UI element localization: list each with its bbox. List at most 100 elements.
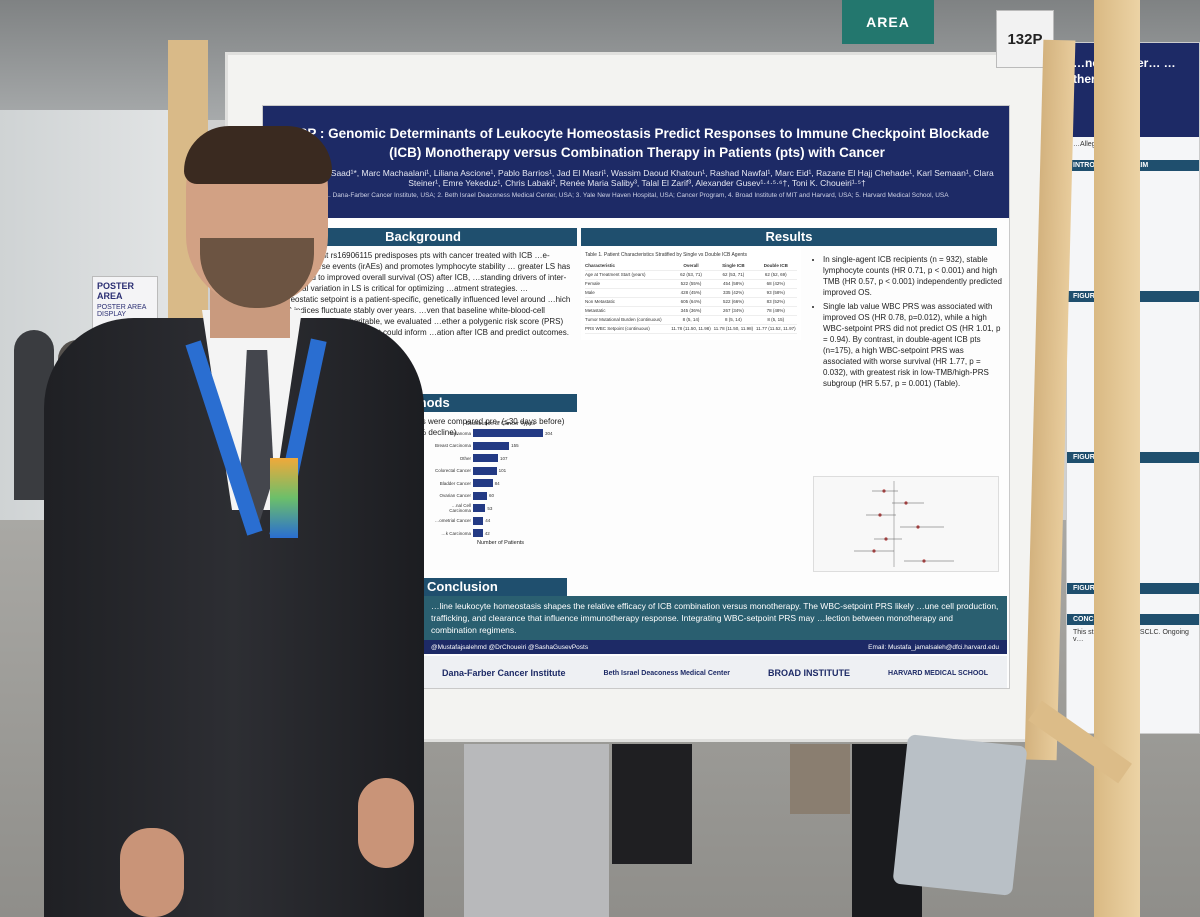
chart-value-label: 84 <box>494 480 500 486</box>
table-body: Age at Treatment Start (years) 62 (53, 71… <box>585 271 797 334</box>
table-cell: 8 (5, 14) <box>725 317 742 322</box>
table-cell: 8 (5, 14) <box>682 317 700 322</box>
contact-email: Email: Mustafa_jamalsaleh@dfci.harvard.e… <box>868 643 999 651</box>
table-header: Single ICB <box>722 263 745 268</box>
forest-plot-graphic <box>854 481 954 567</box>
table-cell: 454 (58%) <box>723 281 744 286</box>
presenter-hand <box>358 778 414 868</box>
chart-value-label: 42 <box>484 530 490 536</box>
table-cell: 522 (55%) <box>680 281 702 286</box>
chart-value-label: 53 <box>487 505 493 511</box>
chart-category-label: Melanoma <box>449 430 471 436</box>
table-row: Metastatic 345 (36%) 267 (34%) 78 (48%) <box>585 307 797 316</box>
chart-xlabel: Number of Patients <box>476 539 525 546</box>
table-row: PRS WBC Setpoint (continuous) 11.78 (11.5… <box>585 325 797 334</box>
table-cell: 11.78 (11.50, 11.98) <box>713 326 754 331</box>
background-heading: Background <box>269 228 577 246</box>
poster-affiliations: 1. Dana-Farber Cancer Institute, USA; 2.… <box>325 192 949 199</box>
presenter <box>40 126 430 917</box>
table-cell: 11.77 (11.52, 11.97) <box>756 326 796 331</box>
table-cell: Female <box>585 281 601 286</box>
chart-bar-row: Breast Carcinoma 155 <box>433 440 568 453</box>
chart-bar-row: Bladder Cancer 84 <box>433 477 568 490</box>
table-cell: 83 (52%) <box>766 299 785 304</box>
harvard-logo: HARVARD MEDICAL SCHOOL <box>888 669 988 677</box>
chart-category-label: Bladder Cancer <box>439 480 471 486</box>
contact-bar: @Mustafajsalehmd @DrChoueiri @SashaGusev… <box>423 640 1007 654</box>
table-cell: 93 (58%) <box>766 290 785 295</box>
table-cell: Tumor Mutational Burden (continuous) <box>585 317 662 322</box>
chart-bars: Melanoma 304 Breast Carcinoma 155 Other 107 Co… <box>433 427 568 540</box>
table-row: Male 428 (45%) 335 (42%) 93 (58%) <box>585 289 797 298</box>
chart-bar-row: …k Carcinoma 42 <box>433 527 568 540</box>
grey-bag <box>892 734 1028 896</box>
results-bullet: Single lab value WBC PRS was associated … <box>823 301 1003 389</box>
table-cell: 8 (5, 15) <box>767 317 785 322</box>
background-text: …ic IL7 variant rs16906115 predisposes p… <box>275 251 571 337</box>
chart-bar <box>473 479 493 488</box>
dana-farber-logo: Dana-Farber Cancer Institute <box>442 668 566 678</box>
poster-results-column: In single-agent ICB recipients (n = 932)… <box>811 228 1007 574</box>
table-cell: 335 (42%) <box>723 290 744 295</box>
poster-header: 132P : Genomic Determinants of Leukocyte… <box>263 106 1009 218</box>
chart-bar-row: Melanoma 304 <box>433 427 568 440</box>
table-cell: 68 (42%) <box>766 281 785 286</box>
presenter-hand <box>120 828 184 917</box>
table-cell: PRS WBC Setpoint (continuous) <box>585 326 650 331</box>
background-person-legs <box>464 744 609 917</box>
results-heading: Results <box>581 228 997 246</box>
table-cell: 605 (64%) <box>680 299 702 304</box>
broad-logo: BROAD INSTITUTE <box>768 668 851 678</box>
table-header: Double ICB <box>763 263 788 268</box>
table-cell: 428 (45%) <box>680 290 702 295</box>
table-cell: 267 (34%) <box>723 308 744 313</box>
conclusion-text: …line leukocyte homeostasis shapes the r… <box>423 596 1007 648</box>
table-cell: Male <box>585 290 595 295</box>
table-cell: Metastatic <box>585 308 606 313</box>
table-cell: 62 (52, 69) <box>764 272 787 277</box>
chart-bar <box>473 466 497 475</box>
social-handles: @Mustafajsalehmd @DrChoueiri @SashaGusev… <box>431 643 589 651</box>
table-row: Female 522 (55%) 454 (58%) 68 (42%) <box>585 280 797 289</box>
chart-bar <box>473 491 487 500</box>
chart-value-label: 107 <box>499 455 508 461</box>
table-header-row: Characteristic Overall Single ICB Double… <box>585 262 797 271</box>
table-row: Age at Treatment Start (years) 62 (53, 71… <box>585 271 797 280</box>
table-cell: 62 (53, 71) <box>680 272 702 277</box>
chart-value-label: 155 <box>511 443 519 449</box>
table-row: Non Metastatic 605 (64%) 522 (66%) 83 (52%) <box>585 298 797 307</box>
results-bullet: In single-agent ICB recipients (n = 932)… <box>823 254 1003 298</box>
chart-bar <box>473 529 483 538</box>
poster-area-sign-sub: POSTER AREA DISPLAY <box>97 304 147 318</box>
forest-plot <box>813 476 999 572</box>
table-cell: 78 (48%) <box>766 308 785 313</box>
chart-bar <box>473 441 510 450</box>
presenter-hair <box>184 126 332 184</box>
table-cell: 11.78 (11.50, 11.98) <box>671 326 711 331</box>
chart-title: Distribution of Cancer Types <box>466 421 535 427</box>
chart-bar <box>473 454 498 463</box>
conclusion-section: Conclusion …line leukocyte homeostasis s… <box>423 578 1007 648</box>
chart-value-label: 101 <box>498 468 507 474</box>
characteristics-table: Table 1. Patient Characteristics Stratif… <box>581 246 801 340</box>
poster-area-sign-title: POSTER AREA <box>97 281 135 301</box>
chart-bar-row: …nal Cell Carcinoma 53 <box>433 502 568 515</box>
chart-category-label: …k Carcinoma <box>441 530 471 536</box>
poster-table-column: Results Table 1. Patient Characteristics… <box>581 228 997 574</box>
poster-title: 132P : Genomic Determinants of Leukocyte… <box>284 126 990 160</box>
chart-value-label: 44 <box>485 518 491 524</box>
chart-category-label: …ometrial Cancer <box>434 518 471 524</box>
table-caption: Table 1. Patient Characteristics Stratif… <box>585 252 748 258</box>
table-row: Tumor Mutational Burden (continuous) 8 (5… <box>585 316 797 325</box>
chart-bar <box>473 516 484 525</box>
table-cell: 522 (66%) <box>723 299 744 304</box>
cancer-type-chart: Distribution of Cancer Types Melanoma 304… <box>433 421 568 571</box>
chart-value-label: 60 <box>489 493 495 499</box>
table-header: Characteristic <box>585 263 616 268</box>
background-person-legs <box>790 744 850 814</box>
conclusion-heading: Conclusion <box>423 578 567 596</box>
chart-category-label: Other <box>459 455 471 461</box>
chart-value-label: 304 <box>545 430 553 436</box>
background-person-legs <box>612 744 692 864</box>
chart-category-label: Ovarian Cancer <box>439 493 471 499</box>
